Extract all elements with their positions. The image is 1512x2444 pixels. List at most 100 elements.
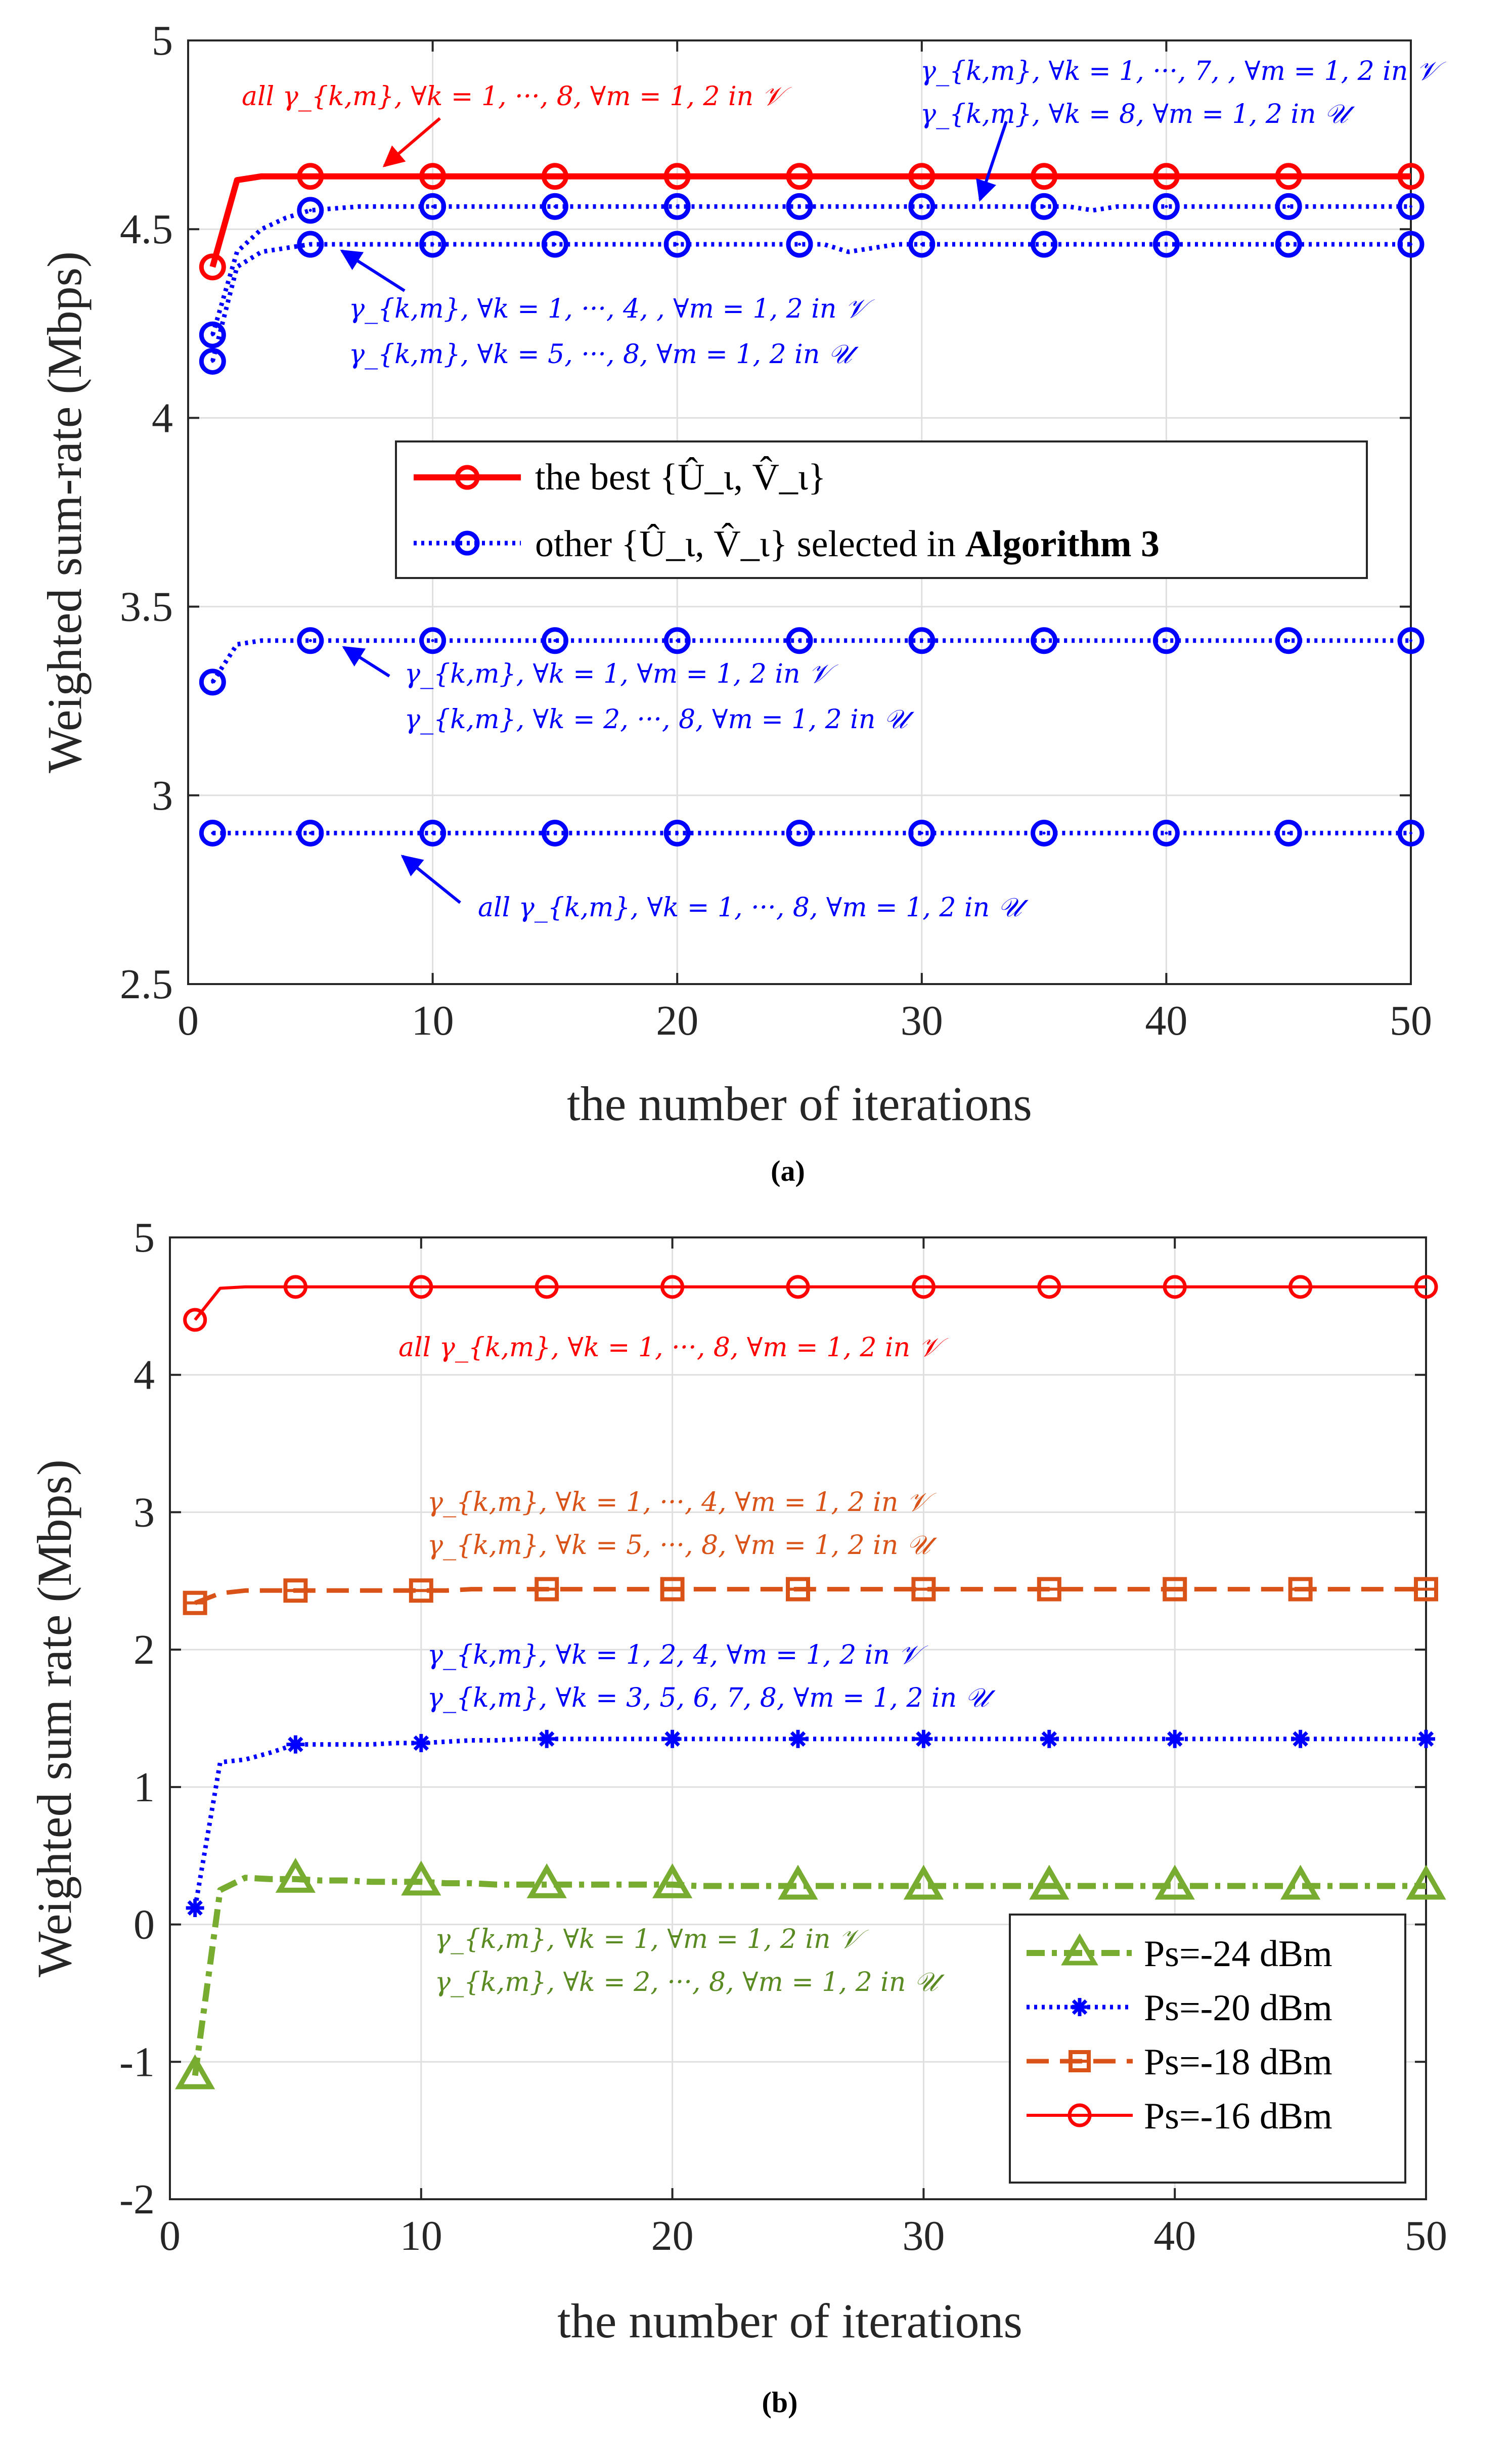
panel-b-annotation-k1-line2: γ_{k,m}, ∀k = 2, ···, 8, ∀m = 1, 2 in 𝒰 bbox=[435, 1967, 945, 1997]
panel-a-marker-4 bbox=[297, 819, 324, 847]
panel-a-marker-1 bbox=[786, 193, 813, 220]
panel-a-ticks: 0 10 20 30 40 50 2.5 3 3.5 4 4.5 5 bbox=[120, 17, 1432, 1044]
panel-a-marker-dot-4 bbox=[308, 831, 312, 835]
panel-a-marker-4 bbox=[786, 819, 813, 847]
panel-a-plot-frame bbox=[187, 39, 1412, 985]
panel-a-marker-2 bbox=[908, 231, 936, 258]
panel-b-legend-item-16: Ps=-16 dBm bbox=[1027, 2096, 1332, 2137]
panel-a-marker-0 bbox=[786, 163, 813, 190]
panel-b-y-tick-label: 2 bbox=[134, 1626, 155, 1673]
panel-a-x-axis-label: the number of iterations bbox=[567, 1077, 1032, 1131]
panel-a-series-line-3 bbox=[210, 638, 1411, 684]
panel-b-annotation-k124-line2: γ_{k,m}, ∀k = 3, 5, 6, 7, 8, ∀m = 1, 2 i… bbox=[427, 1683, 996, 1713]
panel-a-y-axis-label: Weighted sum-rate (Mbps) bbox=[37, 251, 92, 773]
panel-a-annotation-k7-line2: γ_{k,m}, ∀k = 8, ∀m = 1, 2 in 𝒰 bbox=[920, 99, 1355, 129]
panel-b-series-line-3 bbox=[194, 1285, 1426, 1321]
panel-b-legend-box bbox=[1009, 1914, 1406, 2184]
panel-a-marker-2 bbox=[297, 231, 324, 258]
panel-a-arrow-all-v bbox=[382, 117, 441, 167]
panel-b-y-tick-label: 3 bbox=[134, 1489, 155, 1536]
panel-a-legend-other-marker bbox=[455, 530, 480, 556]
panel-a-marker-dot-1 bbox=[211, 333, 214, 337]
panel-a-marker-dot-1 bbox=[1409, 205, 1412, 208]
panel-a-grid bbox=[188, 40, 1411, 984]
panel-a-legend: the best {Û_ι, V̂_ι} other {Û_ι, V̂_ι} s… bbox=[395, 440, 1368, 579]
panel-b-marker-0 bbox=[1406, 1864, 1446, 1900]
panel-b-marker-0 bbox=[401, 1860, 441, 1896]
panel-a-marker-4 bbox=[199, 819, 226, 847]
panel-a-marker-dot-3 bbox=[553, 639, 557, 642]
panel-b-marker-3 bbox=[409, 1275, 433, 1299]
star-marker bbox=[186, 1898, 204, 1917]
panel-a-marker-dot-1 bbox=[431, 205, 434, 208]
panel-a-marker-1 bbox=[297, 197, 324, 224]
panel-a-marker-1 bbox=[1275, 193, 1302, 220]
panel-a-x-tick-label: 0 bbox=[177, 997, 199, 1044]
panel-a-marker-3 bbox=[663, 627, 691, 654]
panel-a-marker-dot-4 bbox=[211, 831, 214, 835]
panel-b-legend-item-18: Ps=-18 dBm bbox=[1027, 2041, 1332, 2083]
panel-a-annotation-k1-line2: γ_{k,m}, ∀k = 2, ···, 8, ∀m = 1, 2 in 𝒰 bbox=[405, 704, 915, 735]
panel-a-marker-3 bbox=[1152, 627, 1180, 654]
panel-a-marker-dot-2 bbox=[1409, 243, 1412, 246]
panel-b-annotation-k4-line2: γ_{k,m}, ∀k = 5, ···, 8, ∀m = 1, 2 in 𝒰 bbox=[427, 1530, 938, 1561]
panel-a-marker-4 bbox=[1397, 819, 1425, 847]
panel-b-x-tick-label: 40 bbox=[1153, 2212, 1196, 2259]
panel-b-annotation-k124-line1: γ_{k,m}, ∀k = 1, 2, 4, ∀m = 1, 2 in 𝒱 bbox=[427, 1640, 928, 1670]
panel-b-legend-label-18: Ps=-18 dBm bbox=[1144, 2041, 1332, 2083]
panel-a-caption: (a) bbox=[771, 1154, 805, 1187]
panel-a-marker-2 bbox=[419, 231, 447, 258]
panel-a-marker-dot-4 bbox=[1165, 831, 1168, 835]
panel-b-series bbox=[175, 1275, 1446, 2090]
panel-b-marker-0 bbox=[175, 2054, 215, 2090]
star-marker bbox=[1417, 1729, 1435, 1748]
panel-a-marker-dot-2 bbox=[676, 243, 679, 246]
panel-a-x-tick-label: 10 bbox=[412, 997, 454, 1044]
panel-a-marker-4 bbox=[541, 819, 568, 847]
panel-a-marker-1 bbox=[1397, 193, 1425, 220]
panel-b-marker-3 bbox=[1163, 1275, 1187, 1299]
panel-b-marker-3 bbox=[535, 1275, 559, 1299]
panel-b-marker-3 bbox=[1414, 1275, 1438, 1299]
panel-a-marker-dot-2 bbox=[1165, 243, 1168, 246]
panel-a-annotation-k7-line1: γ_{k,m}, ∀k = 1, ···, 7, , ∀m = 1, 2 in … bbox=[920, 56, 1446, 86]
panel-b-marker-0 bbox=[778, 1864, 818, 1900]
panel-a-marker-1 bbox=[663, 193, 691, 220]
panel-b-y-tick-label: 4 bbox=[134, 1352, 155, 1399]
panel-a-marker-3 bbox=[297, 627, 324, 654]
panel-a-chart: 0 10 20 30 40 50 2.5 3 3.5 4 4.5 5 the number of it… bbox=[37, 17, 1446, 1187]
panel-a-marker-0 bbox=[1397, 163, 1425, 190]
panel-a-legend-other-label: other {Û_ι, V̂_ι} selected in Algorithm … bbox=[535, 523, 1160, 565]
panel-b-series-line-2 bbox=[194, 1587, 1426, 1606]
panel-a-marker-4 bbox=[1152, 819, 1180, 847]
panel-a-marker-dot-1 bbox=[676, 205, 679, 208]
panel-a-marker-0 bbox=[908, 163, 936, 190]
panel-a-marker-1 bbox=[541, 193, 568, 220]
star-marker bbox=[1040, 1729, 1058, 1748]
panel-a-marker-dot-4 bbox=[553, 831, 557, 835]
panel-a-marker-dot-1 bbox=[1165, 205, 1168, 208]
panel-a-x-tick-label: 20 bbox=[656, 997, 698, 1044]
panel-b-y-tick-label: 0 bbox=[134, 1901, 155, 1948]
panel-b-annotation-k4-line1: γ_{k,m}, ∀k = 1, ···, 4, ∀m = 1, 2 in 𝒱 bbox=[427, 1487, 937, 1518]
panel-a-series-line-1 bbox=[210, 204, 1411, 336]
panel-a-marker-0 bbox=[1275, 163, 1302, 190]
panel-a-marker-dot-3 bbox=[798, 639, 801, 642]
panel-b-legend-item-20: Ps=-20 dBm bbox=[1027, 1987, 1332, 2029]
panel-a-marker-2 bbox=[663, 231, 691, 258]
panel-a-marker-2 bbox=[199, 347, 226, 375]
panel-a-arrow-k4 bbox=[340, 249, 406, 292]
panel-b-marker-3 bbox=[183, 1308, 207, 1332]
panel-b-marker-3 bbox=[1288, 1275, 1313, 1299]
panel-b-y-tick-label: -2 bbox=[119, 2176, 155, 2223]
panel-a-marker-3 bbox=[1275, 627, 1302, 654]
panel-a-marker-4 bbox=[1275, 819, 1302, 847]
panel-a-marker-dot-3 bbox=[308, 639, 312, 642]
panel-a-marker-0 bbox=[297, 163, 324, 190]
panel-a-marker-dot-3 bbox=[211, 680, 214, 684]
panel-a-marker-0 bbox=[541, 163, 568, 190]
panel-a-marker-dot-1 bbox=[1287, 205, 1291, 208]
panel-a-marker-dot-4 bbox=[920, 831, 923, 835]
panel-b-marker-0 bbox=[1029, 1864, 1070, 1900]
star-marker bbox=[914, 1729, 933, 1748]
